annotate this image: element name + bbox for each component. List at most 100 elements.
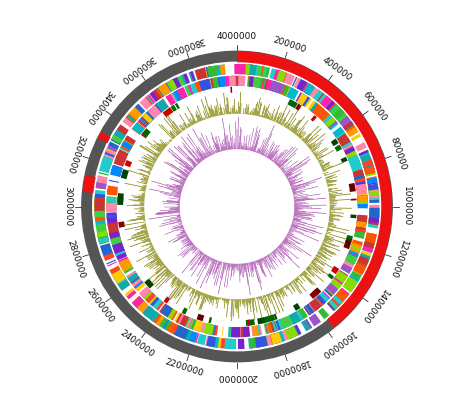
Polygon shape bbox=[288, 232, 294, 235]
Polygon shape bbox=[201, 133, 212, 155]
Polygon shape bbox=[261, 105, 265, 117]
Polygon shape bbox=[259, 150, 261, 154]
Polygon shape bbox=[329, 214, 341, 216]
Polygon shape bbox=[339, 137, 353, 151]
Polygon shape bbox=[203, 79, 211, 90]
Polygon shape bbox=[264, 335, 269, 346]
Polygon shape bbox=[270, 333, 280, 344]
Polygon shape bbox=[244, 149, 245, 150]
Polygon shape bbox=[94, 209, 105, 221]
Polygon shape bbox=[300, 136, 302, 139]
Polygon shape bbox=[272, 292, 273, 294]
Polygon shape bbox=[182, 125, 186, 130]
Polygon shape bbox=[328, 188, 338, 190]
Polygon shape bbox=[330, 203, 337, 204]
Polygon shape bbox=[351, 199, 356, 201]
Polygon shape bbox=[140, 287, 149, 296]
Polygon shape bbox=[313, 152, 315, 154]
Polygon shape bbox=[175, 160, 191, 172]
Polygon shape bbox=[177, 203, 180, 204]
Polygon shape bbox=[178, 281, 182, 287]
Polygon shape bbox=[121, 142, 132, 150]
Polygon shape bbox=[310, 290, 319, 299]
Polygon shape bbox=[137, 217, 145, 219]
Polygon shape bbox=[99, 238, 109, 242]
Polygon shape bbox=[350, 190, 356, 192]
Polygon shape bbox=[144, 94, 155, 106]
Polygon shape bbox=[122, 112, 137, 128]
Polygon shape bbox=[171, 278, 178, 287]
Polygon shape bbox=[294, 279, 297, 283]
Polygon shape bbox=[330, 205, 337, 206]
Polygon shape bbox=[156, 147, 163, 152]
Polygon shape bbox=[329, 219, 333, 221]
Polygon shape bbox=[197, 122, 198, 123]
Polygon shape bbox=[213, 149, 215, 154]
Polygon shape bbox=[106, 202, 117, 207]
Polygon shape bbox=[215, 151, 216, 153]
Polygon shape bbox=[315, 256, 333, 269]
Polygon shape bbox=[331, 295, 343, 307]
Polygon shape bbox=[249, 262, 250, 263]
Polygon shape bbox=[356, 184, 366, 190]
Polygon shape bbox=[324, 174, 326, 176]
Polygon shape bbox=[181, 181, 185, 183]
Polygon shape bbox=[314, 259, 325, 266]
Polygon shape bbox=[198, 254, 205, 265]
Polygon shape bbox=[177, 147, 197, 166]
Polygon shape bbox=[293, 78, 301, 88]
Polygon shape bbox=[240, 103, 241, 114]
Polygon shape bbox=[268, 294, 270, 297]
Polygon shape bbox=[318, 251, 323, 254]
Polygon shape bbox=[257, 260, 258, 262]
Polygon shape bbox=[271, 81, 284, 94]
Polygon shape bbox=[291, 225, 314, 234]
Polygon shape bbox=[294, 208, 302, 209]
Polygon shape bbox=[303, 301, 318, 316]
Polygon shape bbox=[111, 130, 125, 145]
Polygon shape bbox=[97, 231, 108, 238]
Polygon shape bbox=[287, 178, 291, 179]
Polygon shape bbox=[160, 263, 164, 266]
Polygon shape bbox=[187, 236, 188, 237]
Circle shape bbox=[82, 51, 392, 362]
Polygon shape bbox=[135, 282, 146, 292]
Polygon shape bbox=[197, 150, 204, 160]
Polygon shape bbox=[139, 97, 152, 110]
Polygon shape bbox=[192, 289, 195, 294]
Polygon shape bbox=[210, 108, 213, 117]
Polygon shape bbox=[106, 259, 116, 265]
Polygon shape bbox=[209, 146, 213, 154]
Polygon shape bbox=[308, 266, 311, 269]
Polygon shape bbox=[294, 211, 298, 212]
Polygon shape bbox=[99, 161, 111, 173]
Polygon shape bbox=[182, 185, 183, 186]
Polygon shape bbox=[182, 283, 185, 287]
Polygon shape bbox=[337, 133, 351, 147]
Polygon shape bbox=[347, 275, 359, 286]
Polygon shape bbox=[249, 263, 253, 277]
Polygon shape bbox=[369, 195, 379, 199]
Polygon shape bbox=[286, 74, 292, 84]
Polygon shape bbox=[322, 165, 330, 169]
Polygon shape bbox=[264, 154, 265, 156]
Polygon shape bbox=[156, 316, 172, 330]
Polygon shape bbox=[362, 159, 373, 168]
Polygon shape bbox=[231, 263, 233, 276]
Polygon shape bbox=[149, 189, 181, 195]
Polygon shape bbox=[335, 130, 344, 138]
Polygon shape bbox=[213, 261, 219, 279]
Polygon shape bbox=[230, 147, 231, 150]
Polygon shape bbox=[154, 270, 170, 285]
Polygon shape bbox=[301, 273, 303, 275]
Polygon shape bbox=[165, 270, 170, 275]
Polygon shape bbox=[109, 233, 121, 242]
Polygon shape bbox=[303, 126, 319, 142]
Polygon shape bbox=[277, 290, 281, 297]
Polygon shape bbox=[272, 117, 273, 121]
Polygon shape bbox=[295, 133, 297, 135]
Polygon shape bbox=[264, 256, 271, 268]
Polygon shape bbox=[107, 185, 118, 196]
Polygon shape bbox=[241, 142, 242, 150]
Polygon shape bbox=[324, 287, 335, 297]
